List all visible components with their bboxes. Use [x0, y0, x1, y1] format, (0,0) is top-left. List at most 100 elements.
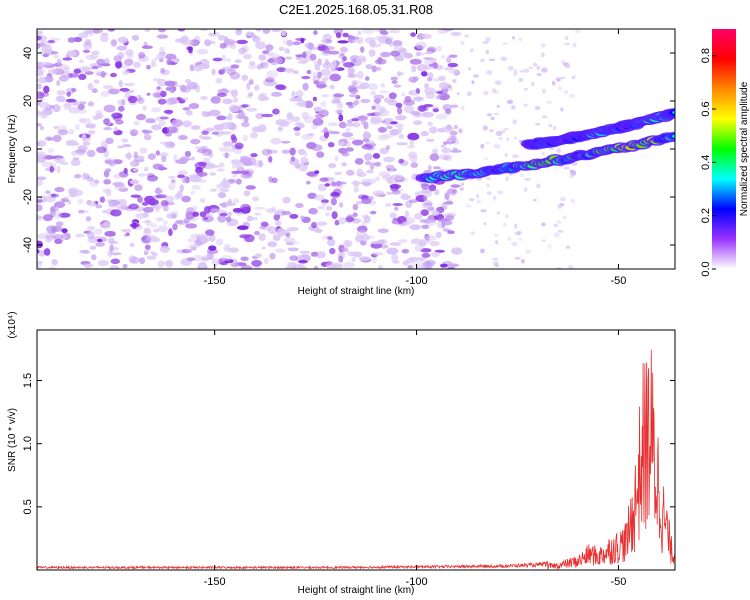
heatmap-noise-blob: [272, 108, 280, 115]
heatmap-noise-blob: [181, 39, 194, 46]
heatmap-noise-blob: [109, 244, 114, 253]
heatmap-noise-blob: [346, 217, 356, 222]
heatmap-noise-blob: [427, 206, 435, 212]
heatmap-noise-blob: [245, 185, 256, 190]
heatmap-noise-blob: [144, 166, 149, 172]
heatmap-noise-blob: [122, 263, 128, 269]
heatmap-noise-blob: [443, 103, 452, 111]
heatmap-noise-blob: [345, 141, 352, 148]
heatmap-noise-blob: [378, 171, 391, 177]
heatmap-noise-blob: [150, 59, 155, 67]
heatmap-noise-blob: [266, 80, 278, 86]
heatmap-noise-blob: [356, 168, 364, 176]
heatmap-noise-blob: [391, 80, 398, 84]
heatmap-noise-blob: [166, 58, 173, 66]
heatmap-noise-blob: [37, 35, 42, 41]
heatmap-noise-blob: [345, 147, 354, 152]
heatmap-noise-blob: [402, 260, 409, 266]
heatmap-noise-blob: [502, 222, 507, 227]
heatmap-noise-blob: [383, 156, 395, 163]
heatmap-noise-blob: [265, 52, 274, 56]
heatmap-noise-blob: [293, 70, 299, 75]
heatmap-noise-blob: [320, 68, 332, 77]
heatmap-noise-blob: [472, 74, 479, 78]
heatmap-noise-blob: [116, 204, 128, 211]
heatmap-noise-blob: [137, 54, 149, 63]
heatmap-noise-blob: [225, 58, 231, 62]
heatmap-band-core: [672, 110, 675, 115]
heatmap-noise-blob: [240, 203, 251, 212]
heatmap-noise-blob: [248, 91, 254, 97]
heatmap-noise-blob: [243, 116, 249, 123]
heatmap-noise-blob: [259, 226, 266, 230]
heatmap-noise-blob: [77, 199, 83, 204]
heatmap-noise-blob: [79, 249, 90, 254]
heatmap-noise-blob: [375, 161, 382, 168]
heatmap-noise-blob: [103, 85, 114, 90]
heatmap-noise-blob: [296, 96, 303, 101]
heatmap-noise-blob: [271, 177, 278, 184]
heatmap-noise-blob: [505, 214, 509, 219]
heatmap-noise-blob: [135, 212, 147, 219]
heatmap-noise-blob: [441, 104, 447, 111]
heatmap-noise-blob: [469, 49, 474, 53]
heatmap-noise-blob: [77, 103, 85, 111]
heatmap-noise-blob: [333, 29, 344, 35]
heatmap-noise-blob: [496, 105, 501, 108]
heatmap-noise-blob: [355, 201, 363, 205]
heatmap-noise-blob: [390, 76, 399, 81]
heatmap-noise-blob: [104, 117, 111, 126]
heatmap-noise-blob: [182, 107, 191, 111]
heatmap-noise-blob: [204, 39, 212, 47]
heatmap-noise-blob: [203, 157, 211, 163]
heatmap-noise-blob: [360, 233, 370, 242]
heatmap-noise-blob: [435, 45, 442, 52]
heatmap-noise-blob: [37, 140, 47, 147]
heatmap-noise-blob: [504, 153, 508, 157]
heatmap-noise-blob: [100, 140, 108, 149]
heatmap-noise-blob: [309, 53, 317, 61]
heatmap-noise-blob: [56, 90, 67, 96]
heatmap-noise-blob: [397, 57, 405, 62]
heatmap-noise-blob: [215, 77, 223, 84]
heatmap-noise-blob: [351, 256, 356, 262]
heatmap-noise-blob: [43, 248, 51, 256]
heatmap-noise-blob: [390, 50, 401, 57]
heatmap-noise-blob: [95, 109, 103, 118]
heatmap-noise-blob: [270, 29, 283, 32]
heatmap-noise-blob: [110, 72, 117, 78]
heatmap-noise-blob: [241, 74, 248, 81]
heatmap-noise-blob: [557, 204, 562, 209]
heatmap-noise-blob: [96, 58, 105, 65]
heatmap-noise-blob: [370, 241, 382, 245]
heatmap-noise-blob: [270, 137, 282, 145]
heatmap-noise-blob: [37, 249, 40, 254]
heatmap-noise-blob: [165, 195, 175, 203]
heatmap-noise-blob: [393, 84, 402, 88]
heatmap-noise-blob: [165, 259, 174, 268]
heatmap-noise-blob: [199, 211, 207, 218]
heatmap-noise-blob: [197, 171, 208, 177]
heatmap-noise-blob: [444, 67, 454, 71]
heatmap-noise-blob: [347, 214, 354, 219]
heatmap-noise-blob: [440, 55, 446, 59]
heatmap-noise-blob: [306, 142, 317, 150]
heatmap-noise-blob: [146, 255, 157, 260]
heatmap-noise-blob: [362, 29, 375, 35]
heatmap-noise-blob: [372, 252, 384, 256]
heatmap-noise-blob: [440, 144, 447, 149]
heatmap-noise-blob: [306, 69, 312, 75]
heatmap-noise-blob: [51, 51, 59, 55]
heatmap-noise-blob: [230, 64, 240, 69]
heatmap-noise-blob: [431, 210, 440, 216]
heatmap-noise-blob: [236, 39, 248, 45]
heatmap-noise-blob: [152, 92, 162, 98]
heatmap-noise-blob: [331, 98, 337, 105]
heatmap-xtick-label: -100: [406, 275, 428, 287]
heatmap-noise-blob: [53, 125, 59, 129]
heatmap-noise-blob: [406, 264, 415, 269]
heatmap-noise-blob: [100, 35, 109, 43]
heatmap-noise-blob: [298, 259, 308, 264]
heatmap-noise-blob: [129, 242, 135, 247]
heatmap-noise-blob: [100, 70, 106, 79]
